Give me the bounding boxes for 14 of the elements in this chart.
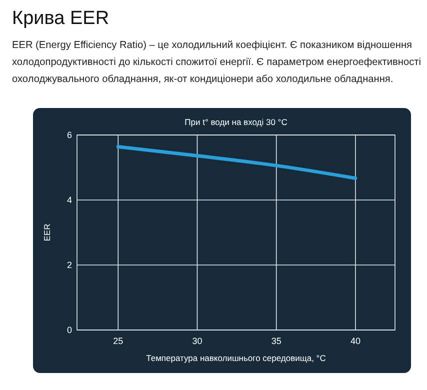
x-tick-label: 25 <box>113 336 124 346</box>
y-axis-title: EER <box>42 224 52 242</box>
x-tick-label: 35 <box>271 336 282 346</box>
text: При t° води на вході 30 °C <box>184 117 288 127</box>
chart-title: Крива EER <box>12 8 110 30</box>
line-series <box>116 144 358 180</box>
x-tick-label: 30 <box>192 336 202 346</box>
x-tick-label: 40 <box>350 336 360 346</box>
y-tick-label: 4 <box>66 195 72 205</box>
chart-subtitle: EER (Energy Efficiency Ratio) – це холодильний коефіцієнт. Є показником відношення холодопродуктивності до кількості спожитої енергії. Є параметром енергоефективності охолоджувального обладнання, як-от кондиціонери або холодильне обладнання. <box>12 39 422 87</box>
x-axis-title: Температура навколишнього середовища, °C <box>146 353 326 363</box>
y-tick-label: 0 <box>66 325 72 335</box>
y-tick-label: 6 <box>66 130 72 140</box>
y-tick-label: 2 <box>66 260 72 270</box>
